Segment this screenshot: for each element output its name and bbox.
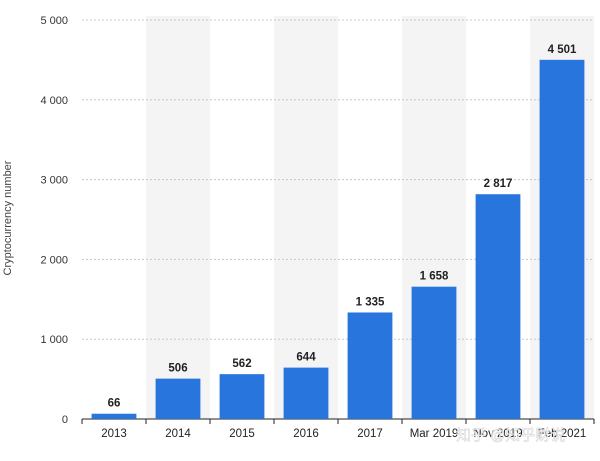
- bar: [475, 194, 521, 419]
- x-tick-label: Nov 2019: [473, 428, 522, 440]
- watermark: 知乎 @知乎财说: [456, 427, 565, 444]
- data-label: 644: [296, 352, 316, 364]
- data-label: 2 817: [484, 178, 513, 190]
- x-tick-label: 2014: [165, 428, 191, 440]
- bar: [219, 374, 265, 419]
- bar: [347, 312, 393, 419]
- bar: [411, 286, 457, 419]
- bar: [91, 413, 137, 419]
- bar: [155, 378, 201, 419]
- y-axis-label: Cryptocurrency number: [2, 160, 14, 276]
- y-tick-label: 5 000: [40, 15, 68, 27]
- data-label: 4 501: [548, 44, 577, 56]
- bar: [283, 367, 329, 419]
- data-label: 1 658: [420, 271, 449, 283]
- x-tick-label: 2015: [229, 428, 255, 440]
- background-band: [274, 16, 338, 419]
- data-label: 562: [232, 358, 251, 370]
- data-label: 506: [168, 363, 187, 375]
- y-tick-label: 1 000: [40, 334, 68, 346]
- x-tick-label: Feb 2021: [538, 428, 587, 440]
- data-label: 1 335: [356, 296, 385, 308]
- background-band: [146, 16, 210, 419]
- x-tick-label: 2017: [357, 428, 383, 440]
- data-label: 66: [108, 398, 121, 410]
- x-tick-label: 2013: [101, 428, 127, 440]
- x-tick-label: 2016: [293, 428, 319, 440]
- bar: [539, 59, 585, 420]
- y-tick-label: 0: [62, 414, 68, 426]
- y-tick-label: 3 000: [40, 175, 68, 187]
- x-tick-label: Mar 2019: [410, 428, 459, 440]
- y-tick-label: 2 000: [40, 254, 68, 266]
- y-tick-label: 4 000: [40, 95, 68, 107]
